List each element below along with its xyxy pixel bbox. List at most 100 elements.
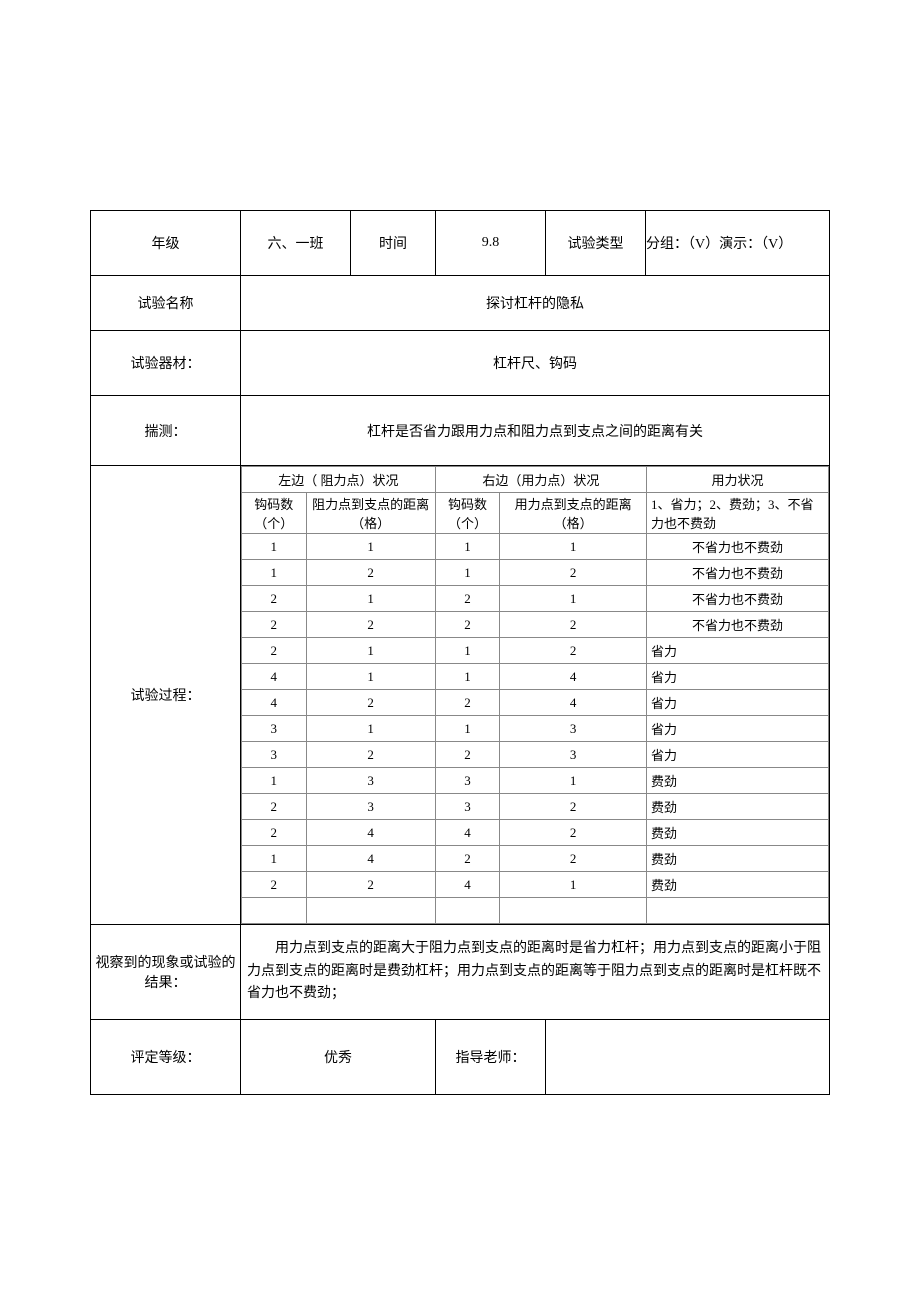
data-row: 1331费劲 (242, 768, 829, 794)
data-row: 3113省力 (242, 716, 829, 742)
data-cell: 不省力也不费劲 (647, 612, 829, 638)
grade-value: 六、一班 (241, 211, 351, 276)
data-cell: 4 (306, 820, 435, 846)
guess-label: 揣测： (91, 396, 241, 466)
process-row: 试验过程： 左边（ 阻力点）状况 右边（用力点）状况 用力状况 钩码数（个） 阻… (91, 466, 830, 925)
data-cell: 4 (306, 846, 435, 872)
data-row (242, 898, 829, 924)
data-cell: 2 (242, 820, 307, 846)
data-cell: 3 (306, 768, 435, 794)
data-cell: 1 (435, 560, 500, 586)
data-cell: 1 (242, 846, 307, 872)
right-header: 右边（用力点）状况 (435, 467, 646, 493)
grade-label: 年级 (91, 211, 241, 276)
time-value: 9.8 (436, 211, 546, 276)
data-cell: 3 (500, 742, 647, 768)
data-cell: 2 (500, 846, 647, 872)
data-cell: 1 (435, 664, 500, 690)
data-cell: 2 (306, 742, 435, 768)
data-cell: 4 (435, 872, 500, 898)
data-cell: 2 (306, 872, 435, 898)
effort-header: 用力状况 (647, 467, 829, 493)
rating-label: 评定等级： (91, 1020, 241, 1095)
data-cell: 不省力也不费劲 (647, 586, 829, 612)
exp-type-label: 试验类型 (546, 211, 646, 276)
guess-value: 杠杆是否省力跟用力点和阻力点到支点之间的距离有关 (241, 396, 830, 466)
data-cell: 2 (500, 560, 647, 586)
equip-label: 试验器材： (91, 331, 241, 396)
data-row: 1111不省力也不费劲 (242, 534, 829, 560)
data-row: 2442费劲 (242, 820, 829, 846)
exp-type-value: 分组：（V）演示：（V） (646, 211, 830, 276)
equipment-row: 试验器材： 杠杆尺、钩码 (91, 331, 830, 396)
hook-count-header: 钩码数（个） (242, 493, 307, 534)
observation-label: 视察到的现象或试验的结果： (91, 925, 241, 1020)
data-cell: 4 (500, 664, 647, 690)
experiment-record-table: 年级 六、一班 时间 9.8 试验类型 分组：（V）演示：（V） 试验名称 探讨… (90, 210, 830, 1095)
data-cell: 费劲 (647, 768, 829, 794)
data-cell (647, 898, 829, 924)
legend-header: 1、省力；2、费劲；3、不省力也不费劲 (647, 493, 829, 534)
data-cell: 3 (500, 716, 647, 742)
data-cell: 省力 (647, 716, 829, 742)
data-cell: 2 (242, 612, 307, 638)
data-cell: 2 (500, 612, 647, 638)
data-cell (500, 898, 647, 924)
data-cell: 1 (435, 534, 500, 560)
data-cell: 省力 (647, 690, 829, 716)
time-label: 时间 (351, 211, 436, 276)
data-cell: 1 (500, 768, 647, 794)
data-cell: 2 (242, 872, 307, 898)
rating-value: 优秀 (241, 1020, 436, 1095)
data-cell (435, 898, 500, 924)
footer-row: 评定等级： 优秀 指导老师： (91, 1020, 830, 1095)
data-row: 1212不省力也不费劲 (242, 560, 829, 586)
data-header-row-1: 左边（ 阻力点）状况 右边（用力点）状况 用力状况 (242, 467, 829, 493)
data-cell: 1 (242, 768, 307, 794)
data-cell: 2 (242, 794, 307, 820)
data-cell: 2 (435, 846, 500, 872)
data-cell: 4 (242, 690, 307, 716)
data-cell: 1 (306, 586, 435, 612)
data-cell: 3 (435, 794, 500, 820)
exp-name-label: 试验名称 (91, 276, 241, 331)
data-row: 4114省力 (242, 664, 829, 690)
process-data-container: 左边（ 阻力点）状况 右边（用力点）状况 用力状况 钩码数（个） 阻力点到支点的… (241, 466, 830, 925)
data-row: 2222不省力也不费劲 (242, 612, 829, 638)
teacher-label: 指导老师： (436, 1020, 546, 1095)
data-cell: 省力 (647, 742, 829, 768)
data-cell: 4 (500, 690, 647, 716)
data-header-row-2: 钩码数（个） 阻力点到支点的距离（格） 钩码数（个） 用力点到支点的距离（格） … (242, 493, 829, 534)
data-cell: 1 (306, 638, 435, 664)
data-cell: 不省力也不费劲 (647, 534, 829, 560)
data-cell: 2 (242, 638, 307, 664)
data-row: 2121不省力也不费劲 (242, 586, 829, 612)
data-cell: 3 (435, 768, 500, 794)
observation-value: 用力点到支点的距离大于阻力点到支点的距离时是省力杠杆；用力点到支点的距离小于阻力… (241, 925, 830, 1020)
data-row: 1422费劲 (242, 846, 829, 872)
data-cell: 费劲 (647, 794, 829, 820)
data-cell: 3 (242, 742, 307, 768)
data-cell: 4 (435, 820, 500, 846)
name-row: 试验名称 探讨杠杆的隐私 (91, 276, 830, 331)
data-row: 2332费劲 (242, 794, 829, 820)
data-row: 2112省力 (242, 638, 829, 664)
data-cell: 1 (306, 716, 435, 742)
data-cell: 3 (242, 716, 307, 742)
data-cell: 1 (435, 638, 500, 664)
data-cell: 1 (435, 716, 500, 742)
data-cell: 2 (306, 612, 435, 638)
data-cell: 2 (435, 612, 500, 638)
teacher-value (546, 1020, 830, 1095)
data-cell (306, 898, 435, 924)
data-cell: 1 (500, 534, 647, 560)
data-cell: 1 (242, 560, 307, 586)
data-cell (242, 898, 307, 924)
data-table: 左边（ 阻力点）状况 右边（用力点）状况 用力状况 钩码数（个） 阻力点到支点的… (241, 466, 829, 924)
data-cell: 2 (435, 742, 500, 768)
data-cell: 1 (242, 534, 307, 560)
data-cell: 1 (306, 534, 435, 560)
data-row: 2241费劲 (242, 872, 829, 898)
left-header: 左边（ 阻力点）状况 (242, 467, 436, 493)
observation-text: 用力点到支点的距离大于阻力点到支点的距离时是省力杠杆；用力点到支点的距离小于阻力… (241, 932, 829, 1011)
